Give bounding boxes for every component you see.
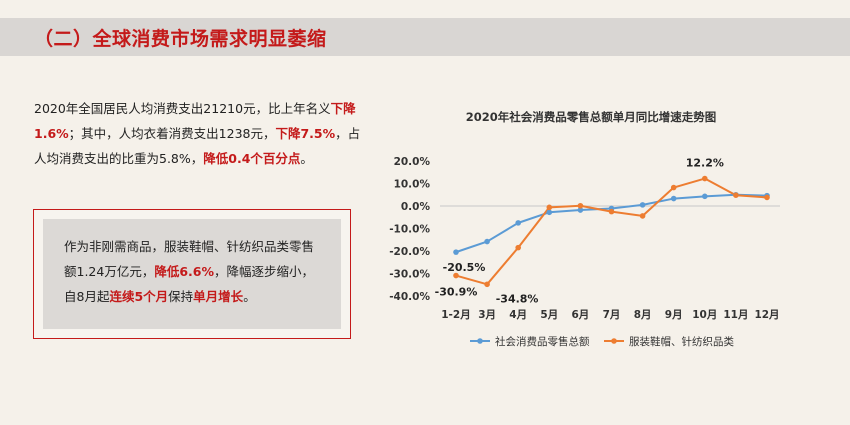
callout-highlight: 连续5个月 [109, 289, 169, 304]
series-points [453, 175, 770, 288]
y-axis: 20.0% 10.0% 0.0% -10.0% -20.0% -30.0% -40.0% [389, 156, 430, 303]
data-point [484, 281, 490, 288]
paragraph-text: ；其中，人均衣着消费支出1238元， [68, 126, 276, 141]
x-tick-label: 4月 [509, 309, 527, 321]
x-tick-label: 11月 [723, 309, 748, 321]
callout-highlight: 单月增长 [193, 289, 244, 304]
x-tick-label: 5月 [540, 309, 558, 321]
paragraph-text: 2020年全国居民人均消费支出21210元，比上年名义 [34, 101, 331, 116]
y-tick-label: 0.0% [401, 201, 431, 213]
data-point [670, 184, 677, 191]
y-tick-label: -30.0% [389, 269, 430, 281]
summary-paragraph: 2020年全国居民人均消费支出21210元，比上年名义下降1.6%；其中，人均衣… [34, 96, 364, 171]
data-point [577, 202, 584, 209]
y-tick-label: -10.0% [389, 224, 430, 236]
paragraph-highlight: 下降1.6% [34, 101, 356, 141]
chart-legend: 社会消费品零售总额 服装鞋帽、针纺织品类 [470, 335, 734, 348]
callout-segment: ，降幅逐步缩小，自8月起 [64, 264, 315, 304]
page-title: （二）全球消费市场需求明显萎缩 [34, 28, 327, 50]
y-tick-label: -20.0% [389, 246, 430, 258]
callout-segment: 作为非刚需商品，服装鞋帽、针纺织品类零售额1.24万亿元， [64, 239, 315, 279]
series-lines [455, 177, 768, 286]
paragraph-text: ，占人均消费支出的比重为5.8%， [34, 126, 361, 166]
legend-label: 服装鞋帽、针纺织品类 [629, 335, 734, 348]
data-point [484, 238, 490, 245]
data-point [702, 193, 708, 200]
x-tick-label: 7月 [603, 309, 621, 321]
data-point [515, 244, 521, 251]
x-tick-label: 6月 [571, 309, 589, 321]
callout-segment: 保持 [168, 289, 194, 304]
y-tick-label: 10.0% [394, 179, 431, 191]
data-point [546, 209, 553, 216]
title-bar: （二）全球消费市场需求明显萎缩 [0, 18, 850, 56]
chart-title: 2020年社会消费品零售总额单月同比增速走势图 [466, 110, 717, 124]
data-label: -30.9% [435, 286, 478, 299]
data-point [670, 195, 677, 202]
callout-box: 作为非刚需商品，服装鞋帽、针纺织品类零售额1.24万亿元，降低6.6%，降幅逐步… [33, 209, 351, 339]
y-tick-label: 20.0% [394, 156, 431, 168]
x-tick-label: 12月 [754, 309, 779, 321]
data-point [608, 208, 615, 215]
data-point [453, 249, 459, 255]
callout-text: 作为非刚需商品，服装鞋帽、针纺织品类零售额1.24万亿元，降低6.6%，降幅逐步… [64, 234, 324, 309]
data-point [515, 220, 521, 226]
x-axis: 1-2月 3月 4月 5月 6月 7月 8月 9月 10月 11月 12月 [441, 309, 779, 321]
x-tick-label: 8月 [634, 309, 652, 321]
x-tick-label: 9月 [665, 309, 683, 321]
x-tick-label: 3月 [478, 309, 496, 321]
callout-segment: 。 [243, 289, 256, 304]
data-point [639, 202, 646, 208]
callout-inner [43, 219, 341, 329]
data-point [639, 213, 646, 219]
paragraph-highlight: 下降7.5% [275, 126, 336, 141]
series-line [455, 193, 768, 254]
paragraph-highlight: 降低0.4个百分点 [203, 151, 301, 166]
callout-highlight: 降低6.6% [154, 264, 215, 279]
x-tick-label: 1-2月 [441, 309, 470, 321]
data-point [577, 207, 584, 213]
data-label: -34.8% [496, 292, 539, 305]
data-point [546, 204, 553, 211]
data-point [733, 192, 739, 198]
paragraph-text: 。 [300, 151, 313, 166]
data-point [764, 194, 770, 201]
data-label: 12.2% [686, 157, 724, 170]
data-point [453, 272, 459, 279]
data-point [702, 175, 708, 182]
data-labels: -20.5% -30.9% -34.8% 12.2% [435, 157, 724, 306]
data-label: -20.5% [443, 261, 486, 274]
x-tick-label: 10月 [692, 309, 717, 321]
legend-swatch-dot [611, 338, 617, 344]
legend-swatch-dot [477, 338, 483, 344]
y-tick-label: -40.0% [389, 291, 430, 303]
legend-label: 社会消费品零售总额 [495, 335, 590, 348]
